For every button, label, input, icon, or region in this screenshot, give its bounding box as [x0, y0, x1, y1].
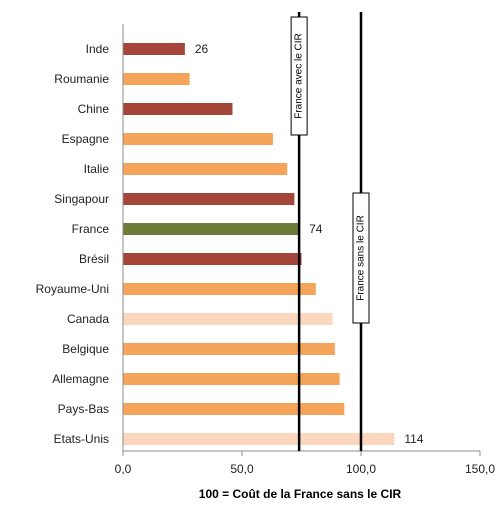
bar-pays-bas — [123, 403, 345, 415]
bar-chine — [123, 103, 233, 115]
category-label: Etats-Unis — [54, 432, 109, 446]
category-label: Brésil — [79, 252, 109, 266]
bars-layer — [123, 43, 395, 445]
bar-allemagne — [123, 373, 340, 385]
bar-singapour — [123, 193, 295, 205]
category-labels-layer: Inde Roumanie Chine Espagne Italie Singapour F… — [36, 42, 110, 446]
category-label: Chine — [78, 102, 110, 116]
data-label: 26 — [195, 42, 209, 56]
data-labels-layer: 26 74 114 — [195, 42, 424, 446]
bar-roumanie — [123, 73, 190, 85]
bar-france — [123, 223, 300, 235]
bar-canada — [123, 313, 333, 325]
category-label: Singapour — [54, 192, 109, 206]
category-label: Pays-Bas — [58, 402, 109, 416]
bar-espagne — [123, 133, 273, 145]
x-tick-label: 50,0 — [230, 462, 254, 476]
x-tick-label: 0,0 — [115, 462, 132, 476]
category-label: Roumanie — [54, 72, 109, 86]
x-tick-label: 100,0 — [346, 462, 376, 476]
reference-line-label: France avec le CIR — [294, 33, 305, 119]
bar-belgique — [123, 343, 335, 355]
reference-line-label-box — [290, 16, 308, 136]
bar-italie — [123, 163, 288, 175]
category-label: Canada — [67, 312, 109, 326]
category-label: France — [72, 222, 110, 236]
category-label: Italie — [84, 162, 110, 176]
category-label: Espagne — [62, 132, 110, 146]
x-axis-title: 100 = Coût de la France sans le CIR — [199, 487, 402, 501]
bar-inde — [123, 43, 185, 55]
bar-royaume-uni — [123, 283, 316, 295]
category-label: Inde — [86, 42, 110, 56]
data-label: 74 — [309, 222, 323, 236]
category-label: Belgique — [62, 342, 109, 356]
category-label: Allemagne — [52, 372, 109, 386]
bar-etats-unis — [123, 433, 395, 445]
reference-line-label-box — [352, 192, 370, 324]
x-axis: 0,0 50,0 100,0 150,0 — [115, 24, 495, 476]
data-label: 114 — [404, 432, 423, 446]
x-tick-label: 150,0 — [465, 462, 495, 476]
reference-lines-layer: France avec le CIR France sans le CIR — [290, 12, 370, 451]
reference-line-label: France sans le CIR — [356, 215, 367, 301]
category-label: Royaume-Uni — [36, 282, 109, 296]
bar-br-sil — [123, 253, 302, 265]
